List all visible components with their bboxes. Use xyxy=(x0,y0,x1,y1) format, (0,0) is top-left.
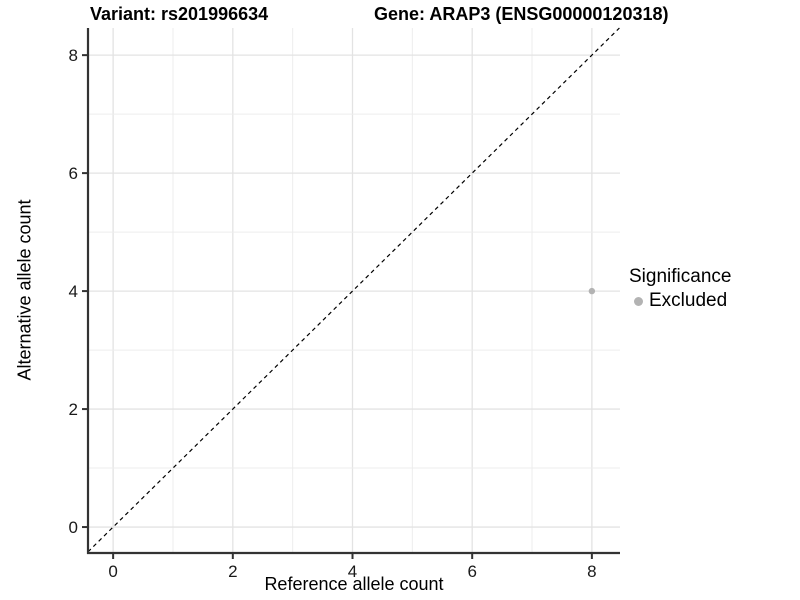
legend-point-icon xyxy=(634,296,643,306)
x-axis-title: Reference allele count xyxy=(264,574,444,594)
plot-title-variant: Variant: rs201996634 xyxy=(90,4,269,24)
identity-line xyxy=(87,27,620,553)
x-tick-label-8: 8 xyxy=(587,562,596,581)
y-tick-label-4: 4 xyxy=(69,282,78,301)
y-tick-label-2: 2 xyxy=(69,400,78,419)
legend-item-label: Excluded xyxy=(649,290,728,311)
plot-title-gene: Gene: ARAP3 (ENSG00000120318) xyxy=(374,4,669,24)
x-tick-label-4: 4 xyxy=(348,562,357,581)
legend-title: Significance xyxy=(629,266,732,287)
legend: Significance Excluded xyxy=(629,266,731,312)
x-tick-label-0: 0 xyxy=(108,562,117,581)
y-tick-label-0: 0 xyxy=(69,518,78,537)
legend-item-excluded: Excluded xyxy=(629,290,731,312)
x-tick-label-6: 6 xyxy=(467,562,476,581)
data-point-0 xyxy=(588,287,596,295)
y-axis-title: Alternative allele count xyxy=(14,199,35,381)
x-tick-label-2: 2 xyxy=(228,562,237,581)
y-tick-label-6: 6 xyxy=(69,164,78,183)
y-tick-label-8: 8 xyxy=(69,46,78,65)
